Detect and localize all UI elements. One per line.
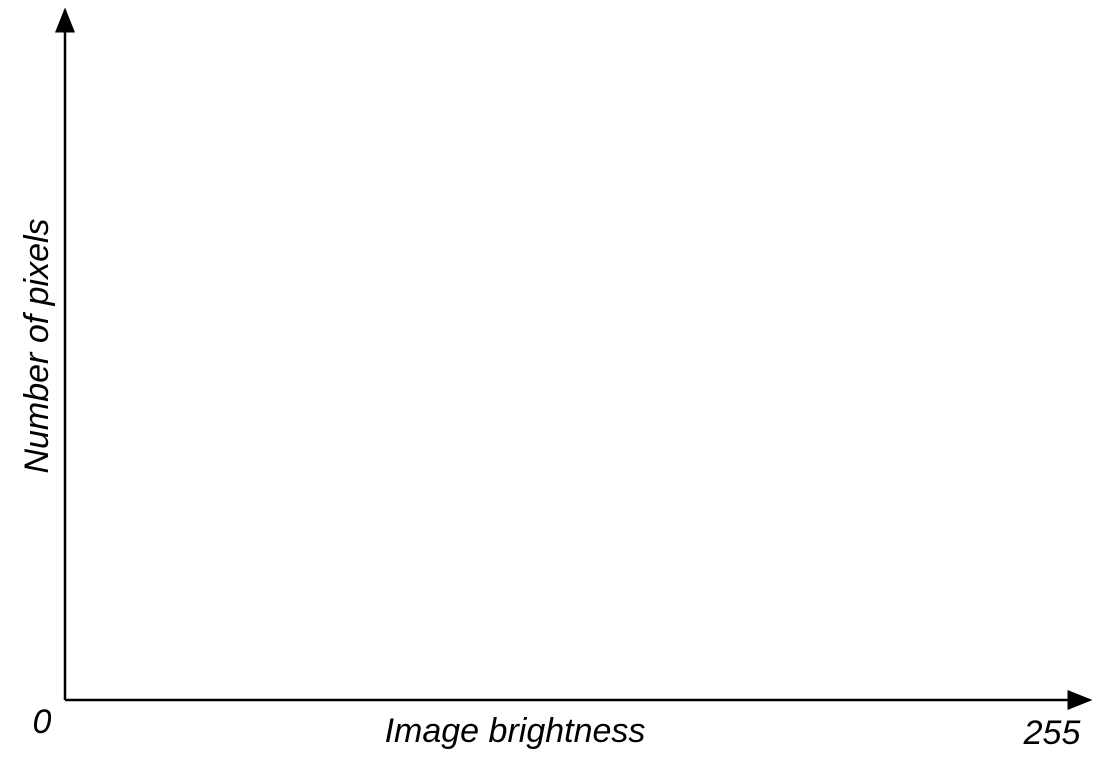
x-tick-label-max: 255 (1023, 714, 1081, 752)
x-tick-label-min: 0 (33, 703, 52, 741)
x-axis-label: Image brightness (385, 712, 646, 750)
y-axis-label: Number of pixels (18, 218, 56, 473)
